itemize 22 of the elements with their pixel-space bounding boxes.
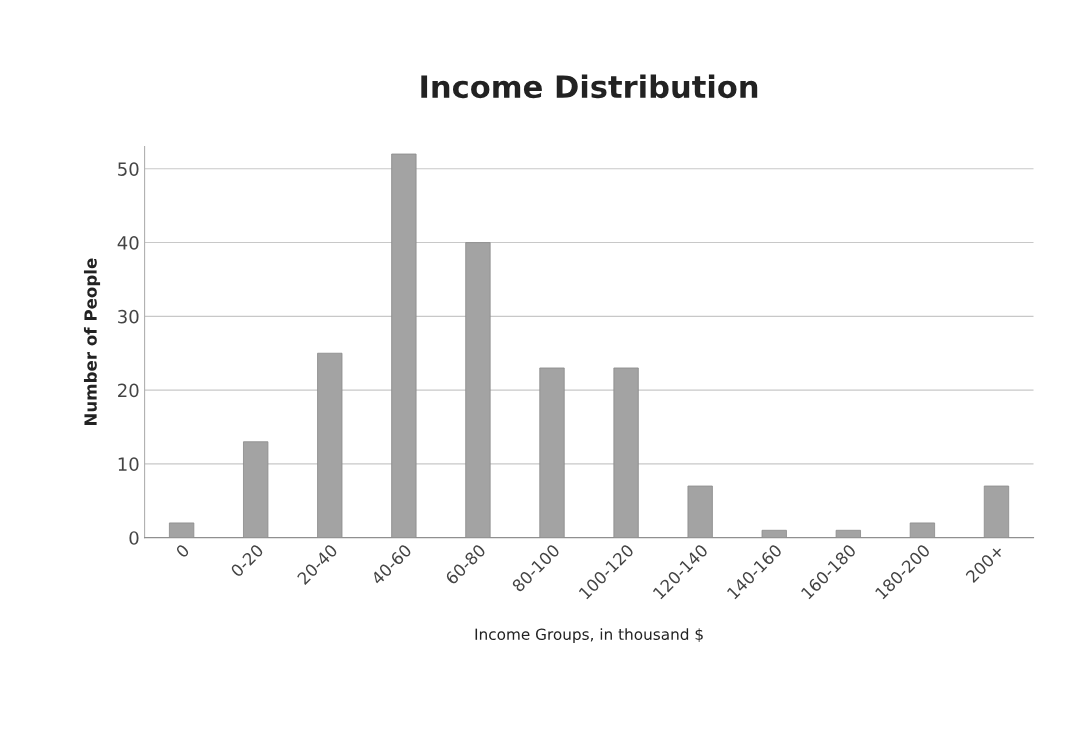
y-tick-label: 20 — [118, 383, 139, 398]
bar — [613, 367, 639, 538]
bar — [761, 529, 787, 538]
bar — [983, 485, 1010, 538]
y-tick-label: 10 — [118, 457, 139, 472]
bar — [835, 529, 861, 538]
y-axis-title: Number of People — [83, 258, 101, 426]
bar — [687, 485, 713, 538]
bar — [539, 367, 565, 538]
bar — [243, 441, 269, 538]
x-axis-title: Income Groups, in thousand $ — [475, 628, 703, 643]
y-tick-label: 30 — [118, 309, 139, 324]
bar — [909, 522, 936, 538]
bar — [391, 153, 417, 538]
bar — [465, 242, 491, 538]
y-tick-label: 40 — [117, 236, 139, 250]
y-tick-label: 50 — [118, 162, 139, 176]
bar — [168, 522, 195, 538]
y-tick-label: 0 — [129, 531, 139, 545]
bar — [317, 352, 343, 538]
x-tick-label: 0 — [175, 543, 190, 559]
chart-title: Income Distribution — [421, 74, 758, 99]
